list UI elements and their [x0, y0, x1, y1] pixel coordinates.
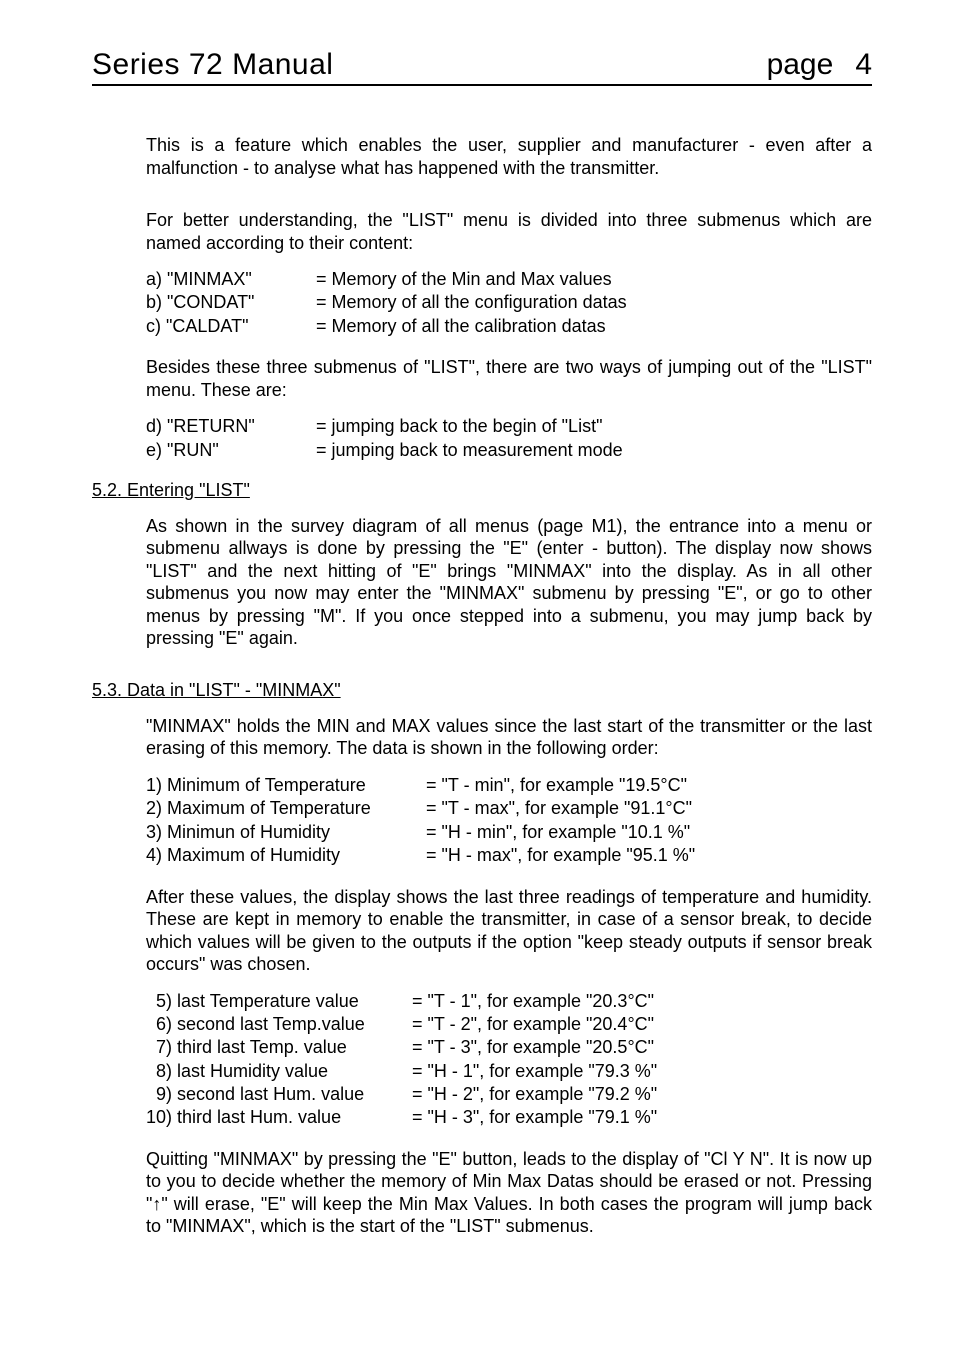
- list-val: = "H - 3", for example "79.1 %": [412, 1106, 872, 1129]
- list-val: = Memory of the Min and Max values: [316, 268, 872, 291]
- list-val: = "T - 2", for example "20.4°C": [412, 1013, 872, 1036]
- list-key: 3) Minimun of Humidity: [146, 821, 426, 844]
- list-key: 2) Maximum of Temperature: [146, 797, 426, 820]
- list-val: = "H - 2", for example "79.2 %": [412, 1083, 872, 1106]
- list-key: 5) last Temperature value: [146, 990, 412, 1013]
- header-page: page 4: [767, 48, 872, 82]
- list-item: c) "CALDAT" = Memory of all the calibrat…: [146, 315, 872, 338]
- list-val: = "H - max", for example "95.1 %": [426, 844, 872, 867]
- list-item: 6) second last Temp.value = "T - 2", for…: [146, 1013, 872, 1036]
- quitting-paragraph: Quitting "MINMAX" by pressing the "E" bu…: [146, 1148, 872, 1238]
- list-key: d) "RETURN": [146, 415, 316, 438]
- list-val: = Memory of all the configuration datas: [316, 291, 872, 314]
- list-item: e) "RUN" = jumping back to measurement m…: [146, 439, 872, 462]
- list-item: 10) third last Hum. value = "H - 3", for…: [146, 1106, 872, 1129]
- list-val: = jumping back to the begin of "List": [316, 415, 872, 438]
- minmax-list: 1) Minimum of Temperature = "T - min", f…: [146, 774, 872, 868]
- document-page: Series 72 Manual page 4 This is a feature…: [0, 0, 954, 1286]
- list-item: 1) Minimum of Temperature = "T - min", f…: [146, 774, 872, 797]
- list-item: a) "MINMAX" = Memory of the Min and Max …: [146, 268, 872, 291]
- list-val: = "T - 3", for example "20.5°C": [412, 1036, 872, 1059]
- list-key: b) "CONDAT": [146, 291, 316, 314]
- list-key: 10) third last Hum. value: [146, 1106, 412, 1129]
- list-val: = jumping back to measurement mode: [316, 439, 872, 462]
- list-val: = "H - 1", for example "79.3 %": [412, 1060, 872, 1083]
- list-key: 4) Maximum of Humidity: [146, 844, 426, 867]
- section-5-2-heading: 5.2. Entering "LIST": [92, 480, 872, 501]
- list-key: 6) second last Temp.value: [146, 1013, 412, 1036]
- readings-list: 5) last Temperature value = "T - 1", for…: [146, 990, 872, 1130]
- list-val: = "T - 1", for example "20.3°C": [412, 990, 872, 1013]
- intro-paragraph-1: This is a feature which enables the user…: [146, 134, 872, 179]
- list-val: = "H - min", for example "10.1 %": [426, 821, 872, 844]
- list-item: 7) third last Temp. value = "T - 3", for…: [146, 1036, 872, 1059]
- after-values-paragraph: After these values, the display shows th…: [146, 886, 872, 976]
- list-key: 1) Minimum of Temperature: [146, 774, 426, 797]
- list-key: c) "CALDAT": [146, 315, 316, 338]
- list-key: 9) second last Hum. value: [146, 1083, 412, 1106]
- list-key: 7) third last Temp. value: [146, 1036, 412, 1059]
- list-item: b) "CONDAT" = Memory of all the configur…: [146, 291, 872, 314]
- list-val: = "T - min", for example "19.5°C": [426, 774, 872, 797]
- header-page-number: 4: [855, 48, 872, 82]
- header-page-label: page: [767, 48, 834, 81]
- list-item: 9) second last Hum. value = "H - 2", for…: [146, 1083, 872, 1106]
- list-item: 5) last Temperature value = "T - 1", for…: [146, 990, 872, 1013]
- list-item: d) "RETURN" = jumping back to the begin …: [146, 415, 872, 438]
- list-val: = Memory of all the calibration datas: [316, 315, 872, 338]
- list-key: a) "MINMAX": [146, 268, 316, 291]
- list-val: = "T - max", for example "91.1°C": [426, 797, 872, 820]
- list-item: 2) Maximum of Temperature = "T - max", f…: [146, 797, 872, 820]
- submenu-list: a) "MINMAX" = Memory of the Min and Max …: [146, 268, 872, 338]
- list-key: e) "RUN": [146, 439, 316, 462]
- section-5-2-body: As shown in the survey diagram of all me…: [146, 515, 872, 650]
- list-item: 4) Maximum of Humidity = "H - max", for …: [146, 844, 872, 867]
- intro-paragraph-2: For better understanding, the "LIST" men…: [146, 209, 872, 254]
- list-key: 8) last Humidity value: [146, 1060, 412, 1083]
- page-header: Series 72 Manual page 4: [92, 48, 872, 86]
- section-5-3-heading: 5.3. Data in "LIST" - "MINMAX": [92, 680, 872, 701]
- header-title: Series 72 Manual: [92, 48, 333, 82]
- section-5-3-intro: "MINMAX" holds the MIN and MAX values si…: [146, 715, 872, 760]
- list-item: 3) Minimun of Humidity = "H - min", for …: [146, 821, 872, 844]
- jump-list: d) "RETURN" = jumping back to the begin …: [146, 415, 872, 462]
- list-item: 8) last Humidity value = "H - 1", for ex…: [146, 1060, 872, 1083]
- besides-paragraph: Besides these three submenus of "LIST", …: [146, 356, 872, 401]
